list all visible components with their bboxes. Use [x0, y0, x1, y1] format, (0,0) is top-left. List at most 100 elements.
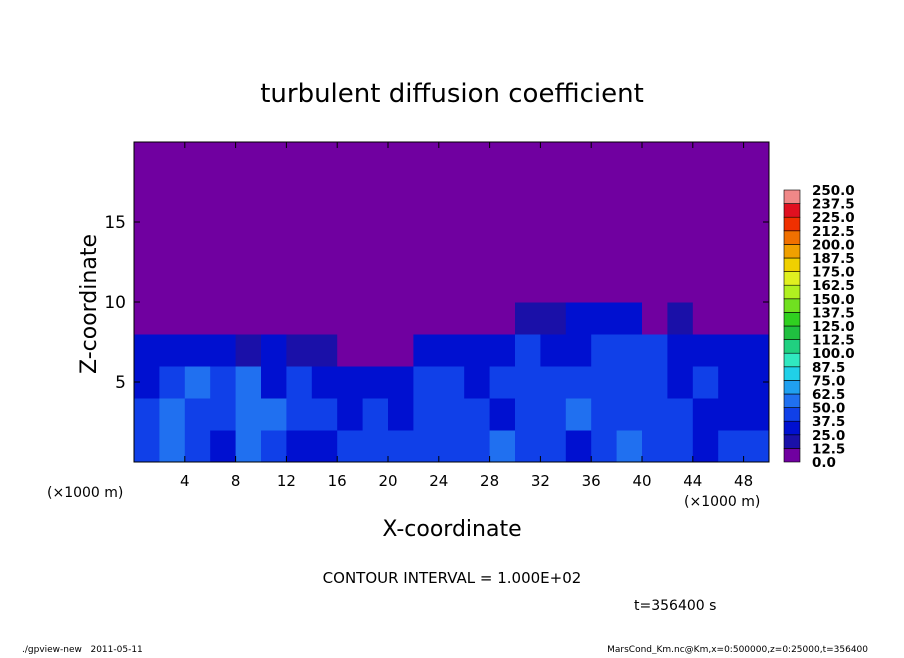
heat-cell [286, 398, 313, 431]
heat-cell [184, 430, 211, 463]
heat-cell [362, 206, 389, 239]
heat-cell [515, 302, 541, 335]
heat-cell [337, 398, 364, 431]
heat-cell [743, 398, 770, 431]
heat-cell [591, 206, 618, 239]
heat-cell [438, 206, 465, 239]
heat-cell [515, 334, 541, 367]
heat-cell [413, 302, 440, 335]
heat-cell [337, 206, 364, 239]
heat-cell [565, 398, 592, 431]
heat-cell [464, 238, 491, 271]
heat-cell [210, 366, 237, 399]
heat-cell [362, 174, 389, 207]
heat-cell [134, 334, 160, 367]
heat-cell [591, 302, 618, 335]
heat-cell [388, 174, 414, 207]
heat-cell [591, 174, 618, 207]
heat-cell [464, 206, 491, 239]
heat-cell [235, 302, 262, 335]
heat-cell [362, 430, 389, 463]
heat-cell [489, 334, 516, 367]
heat-cell [311, 398, 338, 431]
heat-cell [337, 302, 364, 335]
heat-cell [159, 334, 186, 367]
footer-left: ./gpview-new 2011-05-11 [22, 645, 143, 654]
heat-cell [743, 430, 770, 463]
heat-cell [540, 334, 567, 367]
heat-cell [616, 174, 643, 207]
heat-cell [261, 270, 287, 303]
heat-cell [235, 366, 262, 399]
heat-cell [388, 334, 414, 367]
colorbar-band [783, 230, 801, 245]
heat-cell [362, 366, 389, 399]
colorbar-band [783, 380, 801, 395]
heat-cell [743, 334, 770, 367]
heat-cell [616, 142, 643, 175]
heat-cell [489, 366, 516, 399]
heat-cell [565, 366, 592, 399]
x-tick-label: 20 [378, 472, 397, 490]
heat-cell [210, 206, 237, 239]
heat-cell [718, 270, 745, 303]
colorbar-band [783, 339, 801, 354]
heat-cell [311, 142, 338, 175]
heat-cell [210, 238, 237, 271]
colorbar-label: 50.0 [812, 401, 845, 417]
colorbar-label: 212.5 [812, 224, 855, 240]
heat-cell [667, 398, 694, 431]
colorbar-label: 12.5 [812, 441, 845, 457]
heat-cell [565, 238, 592, 271]
heat-cell [642, 302, 668, 335]
heat-cell [235, 238, 262, 271]
heat-cell [667, 174, 694, 207]
x-tick-label: 48 [734, 472, 753, 490]
heat-cell [616, 366, 643, 399]
chart-title: turbulent diffusion coefficient [260, 79, 644, 109]
heat-cell [210, 174, 237, 207]
heat-cell [642, 334, 668, 367]
heat-cell [565, 302, 592, 335]
heat-cell [489, 206, 516, 239]
heat-cell [667, 302, 694, 335]
heat-cell [388, 398, 414, 431]
colorbar-band [783, 407, 801, 422]
heat-cell [515, 206, 541, 239]
colorbar-label: 75.0 [812, 373, 845, 389]
heat-cell [489, 398, 516, 431]
heat-cell [159, 270, 186, 303]
heat-cell [184, 142, 211, 175]
heat-cell [337, 366, 364, 399]
heat-cell [667, 270, 694, 303]
heat-cell [692, 366, 719, 399]
heat-cell [210, 142, 237, 175]
heat-cell [413, 142, 440, 175]
heat-cell [591, 398, 618, 431]
heat-cell [210, 334, 237, 367]
heat-cell [667, 142, 694, 175]
heat-cell [261, 174, 287, 207]
heat-cell [362, 334, 389, 367]
heat-cell [515, 238, 541, 271]
colorbar-band [783, 352, 801, 368]
heat-cell [159, 174, 186, 207]
colorbar-band [783, 434, 801, 449]
heat-cell [540, 366, 567, 399]
heat-cell [184, 238, 211, 271]
heat-cell [134, 142, 160, 175]
heat-cell [565, 206, 592, 239]
heat-cell [261, 206, 287, 239]
heat-cell [159, 398, 186, 431]
heat-cell [210, 398, 237, 431]
heat-cell [261, 302, 287, 335]
heat-cell [438, 366, 465, 399]
heat-cell [210, 270, 237, 303]
y-unit: (×1000 m) [47, 485, 123, 501]
colorbar-label: 87.5 [812, 360, 845, 376]
colorbar-band [783, 325, 801, 340]
heat-cell [540, 206, 567, 239]
colorbar-band [783, 189, 801, 204]
x-tick-label: 8 [231, 472, 241, 490]
heat-cell [464, 142, 491, 175]
